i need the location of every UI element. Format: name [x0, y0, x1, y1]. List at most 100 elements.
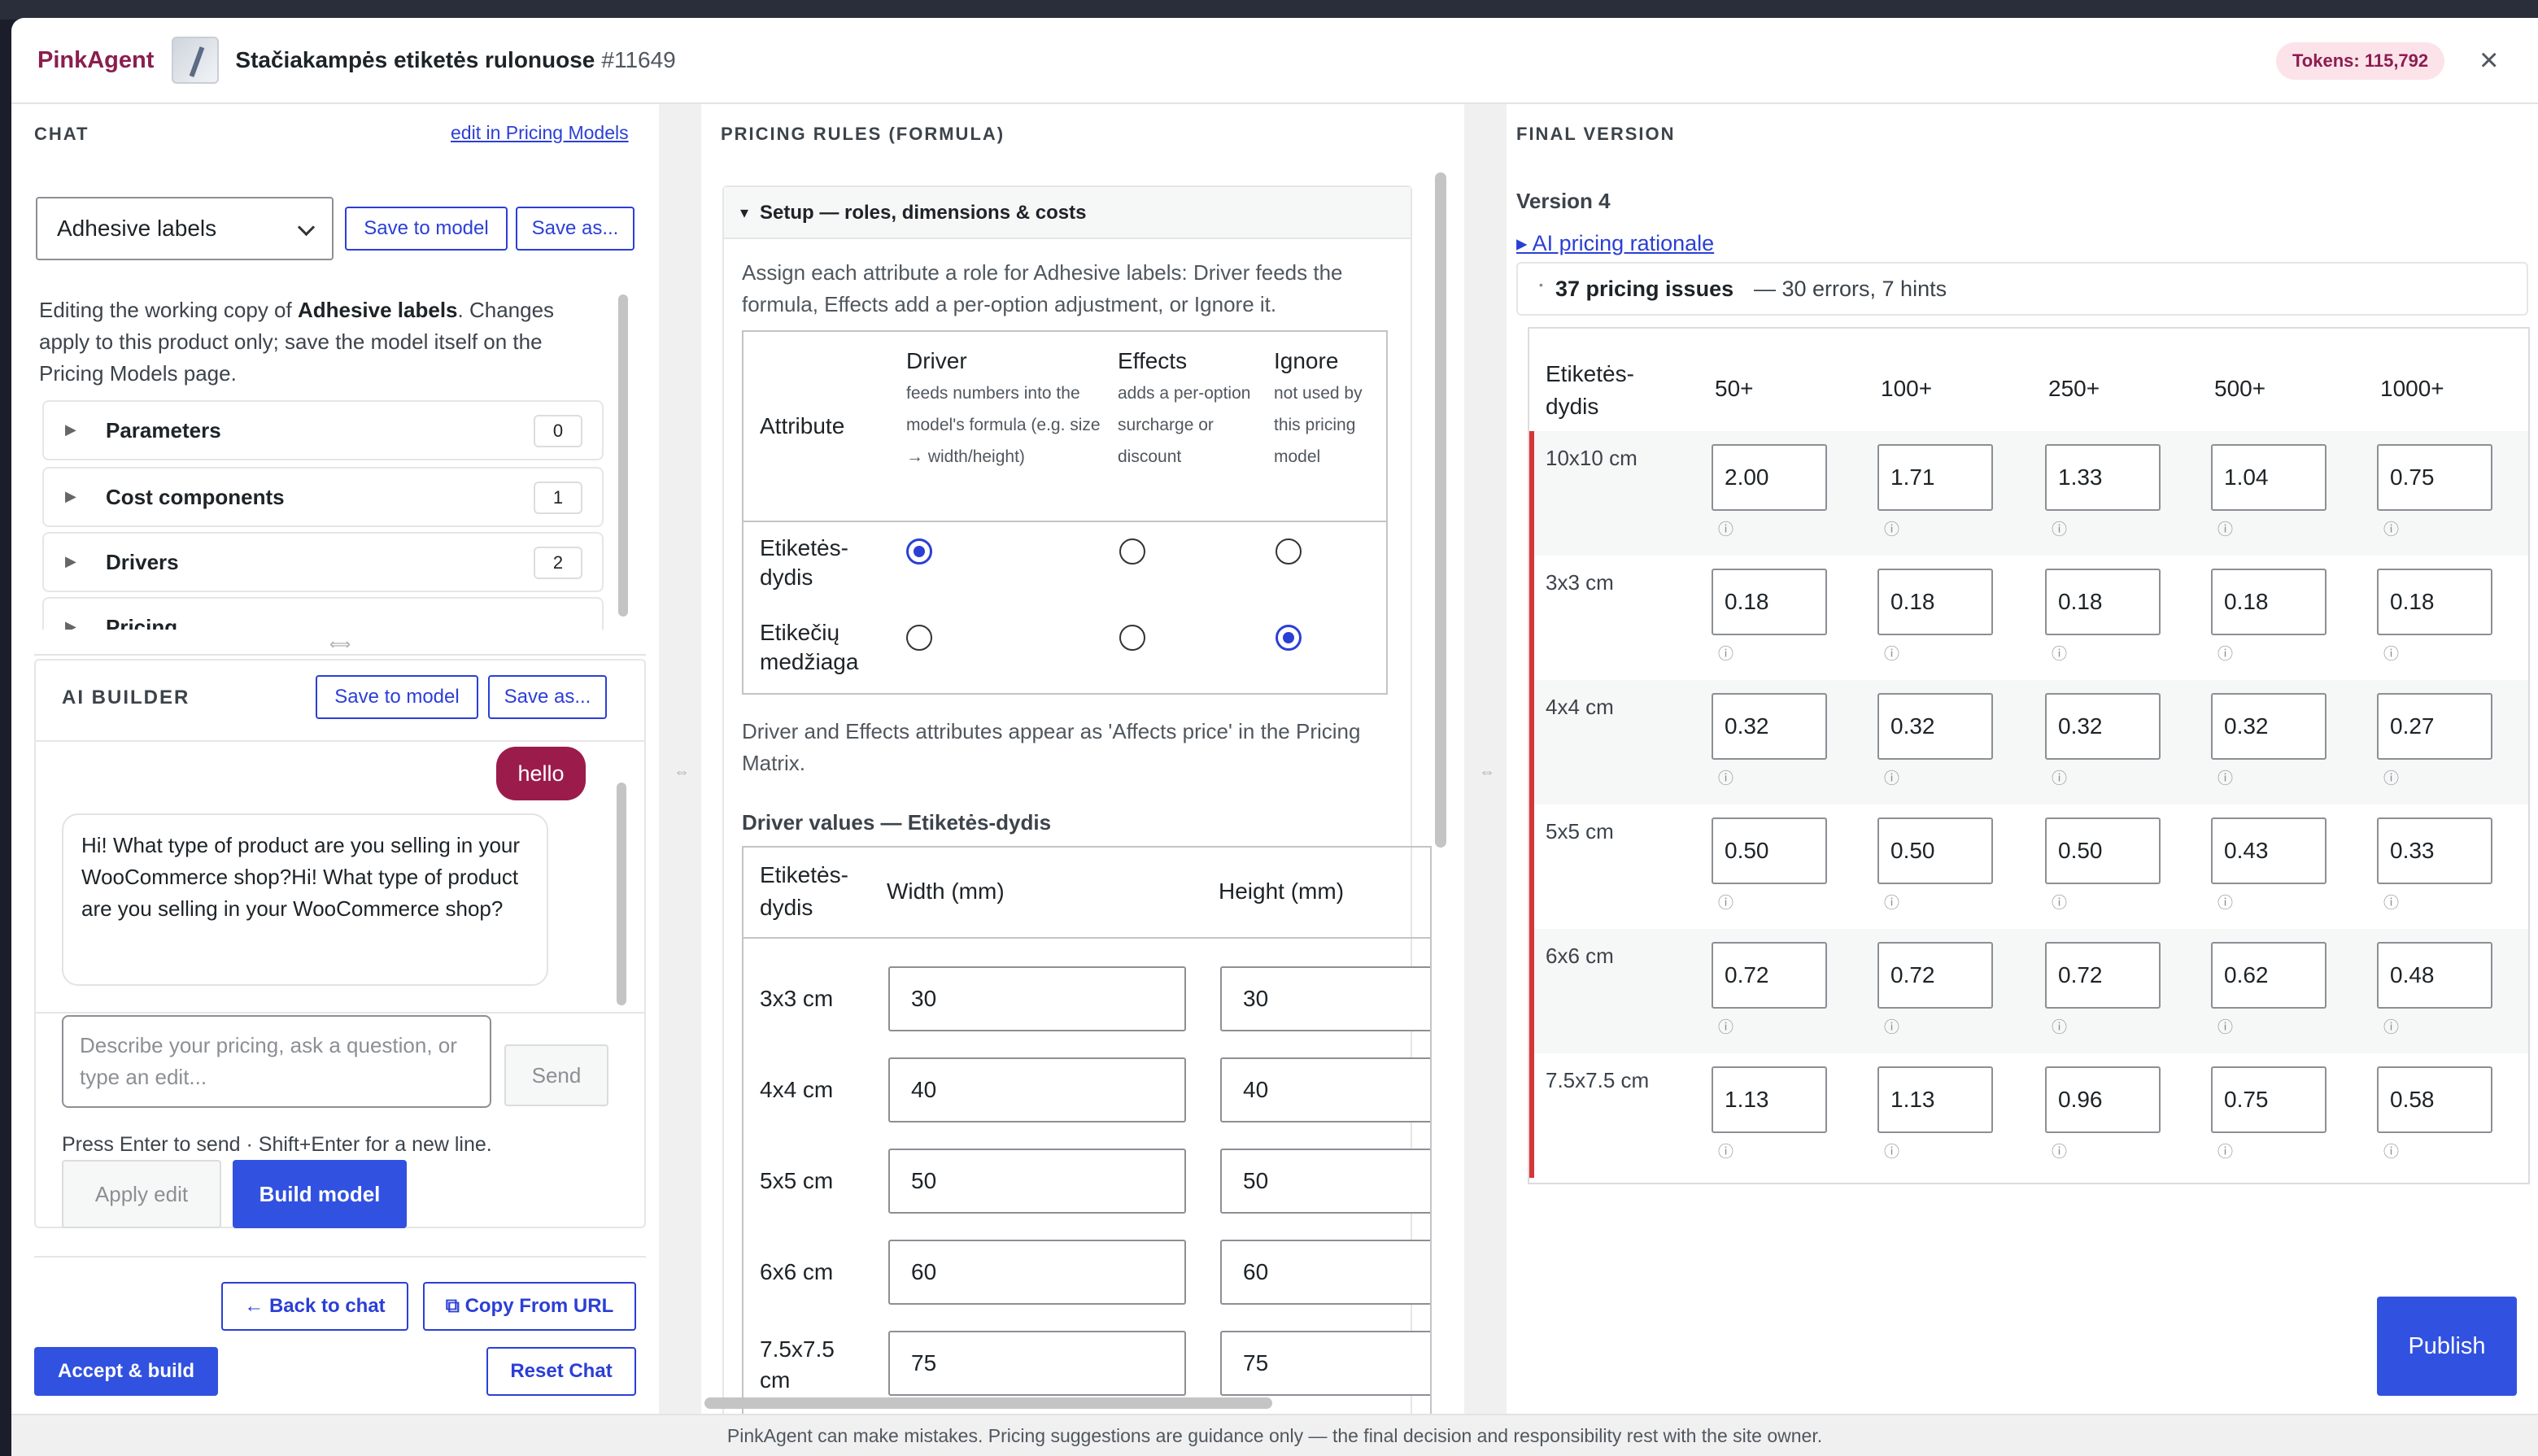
ignore-radio-etiketes-dydis[interactable] [1276, 538, 1302, 565]
edit-in-pricing-models-link[interactable]: edit in Pricing Models [451, 122, 629, 143]
price-input[interactable]: 1.04 [2211, 444, 2326, 511]
height-input[interactable]: 30 [1220, 966, 1430, 1031]
back-to-chat-button[interactable]: ← Back to chat [221, 1282, 408, 1331]
info-icon[interactable]: ⓘ [1884, 1144, 1900, 1161]
price-input[interactable]: 1.13 [1712, 1066, 1827, 1133]
info-icon[interactable]: ⓘ [1884, 770, 1900, 787]
info-icon[interactable]: ⓘ [1884, 895, 1900, 912]
info-icon[interactable]: ⓘ [2052, 1144, 2068, 1161]
info-icon[interactable]: ⓘ [2217, 646, 2234, 663]
setup-section-toggle[interactable]: Setup — roles, dimensions & costs [724, 187, 1411, 239]
price-input[interactable]: 0.50 [2045, 817, 2161, 884]
info-icon[interactable]: ⓘ [1718, 770, 1734, 787]
price-input[interactable]: 0.72 [1712, 942, 1827, 1009]
price-input[interactable]: 0.18 [2045, 569, 2161, 635]
price-input[interactable]: 0.18 [2377, 569, 2492, 635]
accordion-cost-components[interactable]: ▶ Cost components 1 [42, 467, 604, 527]
info-icon[interactable]: ⓘ [2383, 646, 2400, 663]
price-input[interactable]: 0.27 [2377, 693, 2492, 760]
column-resizer-left[interactable]: ⇔ [659, 104, 701, 1432]
info-icon[interactable]: ⓘ [1718, 1144, 1734, 1161]
send-button[interactable]: Send [504, 1044, 608, 1106]
info-icon[interactable]: ⓘ [2052, 895, 2068, 912]
info-icon[interactable]: ⓘ [2052, 770, 2068, 787]
info-icon[interactable]: ⓘ [2217, 1144, 2234, 1161]
height-input[interactable]: 75 [1220, 1331, 1430, 1396]
width-input[interactable]: 50 [888, 1149, 1186, 1214]
driver-radio-etikeciu-medziaga[interactable] [906, 625, 932, 651]
pricing-horizontal-scrollbar[interactable] [704, 1397, 1272, 1409]
info-icon[interactable]: ⓘ [1884, 646, 1900, 663]
message-input[interactable]: Describe your pricing, ask a question, o… [62, 1015, 491, 1108]
price-input[interactable]: 0.96 [2045, 1066, 2161, 1133]
price-input[interactable]: 0.72 [1877, 942, 1993, 1009]
accordion-drivers[interactable]: ▶ Drivers 2 [42, 532, 604, 592]
height-input[interactable]: 40 [1220, 1057, 1430, 1123]
effects-radio-etikeciu-medziaga[interactable] [1119, 625, 1145, 651]
apply-edit-button[interactable]: Apply edit [62, 1160, 221, 1228]
price-input[interactable]: 0.32 [2211, 693, 2326, 760]
price-input[interactable]: 2.00 [1712, 444, 1827, 511]
info-icon[interactable]: ⓘ [2383, 1144, 2400, 1161]
resize-handle-icon[interactable]: ⟺ [34, 636, 646, 656]
model-select[interactable]: Adhesive labels [36, 197, 334, 260]
price-input[interactable]: 0.75 [2377, 444, 2492, 511]
price-input[interactable]: 1.71 [1877, 444, 1993, 511]
width-input[interactable]: 60 [888, 1240, 1186, 1305]
info-icon[interactable]: ⓘ [1884, 521, 1900, 538]
width-input[interactable]: 40 [888, 1057, 1186, 1123]
accordion-pricing[interactable]: ▶ Pricing [42, 597, 604, 630]
price-input[interactable]: 0.18 [2211, 569, 2326, 635]
info-icon[interactable]: ⓘ [2383, 895, 2400, 912]
price-input[interactable]: 0.62 [2211, 942, 2326, 1009]
accept-build-button[interactable]: Accept & build [34, 1347, 218, 1396]
copy-from-url-button[interactable]: ⧉ Copy From URL [423, 1282, 636, 1331]
publish-button[interactable]: Publish [2377, 1297, 2517, 1396]
info-icon[interactable]: ⓘ [2217, 895, 2234, 912]
info-icon[interactable]: ⓘ [1884, 1019, 1900, 1036]
info-icon[interactable]: ⓘ [2217, 1019, 2234, 1036]
build-model-button[interactable]: Build model [233, 1160, 407, 1228]
price-input[interactable]: 0.18 [1877, 569, 1993, 635]
price-input[interactable]: 1.13 [1877, 1066, 1993, 1133]
price-input[interactable]: 0.72 [2045, 942, 2161, 1009]
effects-radio-etiketes-dydis[interactable] [1119, 538, 1145, 565]
save-as-button[interactable]: Save as... [516, 207, 634, 251]
price-input[interactable]: 0.32 [1712, 693, 1827, 760]
info-icon[interactable]: ⓘ [2383, 521, 2400, 538]
height-input[interactable]: 50 [1220, 1149, 1430, 1214]
info-icon[interactable]: ⓘ [2217, 521, 2234, 538]
price-input[interactable]: 1.33 [2045, 444, 2161, 511]
info-icon[interactable]: ⓘ [1718, 521, 1734, 538]
close-icon[interactable]: × [2479, 42, 2499, 78]
price-input[interactable]: 0.32 [2045, 693, 2161, 760]
info-icon[interactable]: ⓘ [2052, 521, 2068, 538]
driver-radio-etiketes-dydis[interactable] [906, 538, 932, 565]
info-icon[interactable]: ⓘ [1718, 895, 1734, 912]
conversation-scrollbar[interactable] [617, 782, 626, 1005]
price-input[interactable]: 0.50 [1877, 817, 1993, 884]
accordion-parameters[interactable]: ▶ Parameters 0 [42, 400, 604, 460]
price-input[interactable]: 0.58 [2377, 1066, 2492, 1133]
info-icon[interactable]: ⓘ [2052, 646, 2068, 663]
info-icon[interactable]: ⓘ [1718, 646, 1734, 663]
ai-save-as-button[interactable]: Save as... [488, 675, 607, 719]
save-to-model-button[interactable]: Save to model [345, 207, 508, 251]
ai-save-to-model-button[interactable]: Save to model [316, 675, 478, 719]
pricing-vertical-scrollbar[interactable] [1435, 172, 1446, 848]
ai-pricing-rationale-link[interactable]: ▸ AI pricing rationale [1516, 231, 1715, 255]
width-input[interactable]: 75 [888, 1331, 1186, 1396]
price-input[interactable]: 0.33 [2377, 817, 2492, 884]
chat-scrollbar[interactable] [618, 294, 628, 617]
column-resizer-right[interactable]: ⇔ [1464, 104, 1507, 1432]
info-icon[interactable]: ⓘ [2052, 1019, 2068, 1036]
ignore-radio-etikeciu-medziaga[interactable] [1276, 625, 1302, 651]
info-icon[interactable]: ⓘ [2383, 770, 2400, 787]
price-input[interactable]: 0.32 [1877, 693, 1993, 760]
info-icon[interactable]: ⓘ [1718, 1019, 1734, 1036]
price-input[interactable]: 0.18 [1712, 569, 1827, 635]
price-input[interactable]: 0.43 [2211, 817, 2326, 884]
height-input[interactable]: 60 [1220, 1240, 1430, 1305]
info-icon[interactable]: ⓘ [2383, 1019, 2400, 1036]
info-icon[interactable]: ⓘ [2217, 770, 2234, 787]
